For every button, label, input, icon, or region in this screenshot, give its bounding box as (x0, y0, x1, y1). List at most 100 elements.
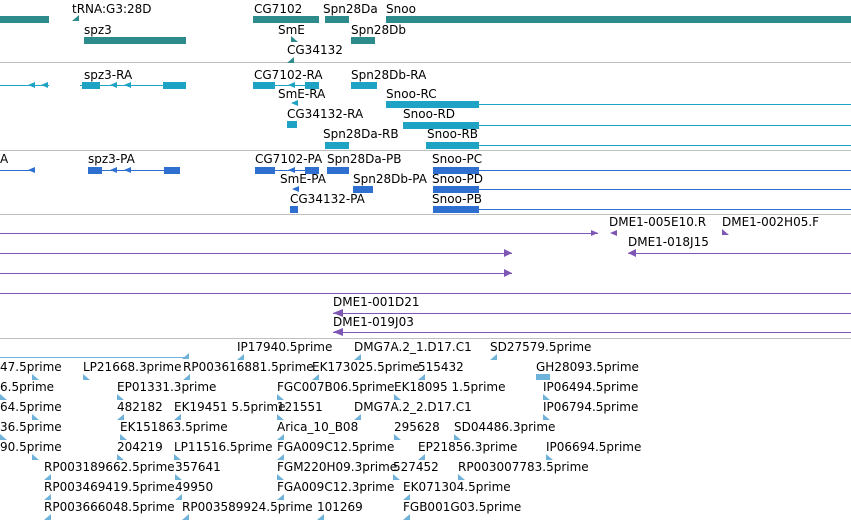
protein-label[interactable]: Spn28Db-PA (353, 172, 427, 186)
gene-feature[interactable] (325, 16, 349, 23)
est-label[interactable]: 204219 (117, 440, 163, 454)
est-label[interactable]: SD04486.3prime (454, 420, 556, 434)
transcript-feature[interactable] (253, 85, 319, 86)
transcript-label[interactable]: Spn28Da-RB (323, 127, 399, 141)
est-label[interactable]: RP003616881.5prime (183, 360, 314, 374)
gene-feature[interactable] (72, 15, 79, 21)
est-feature[interactable] (277, 394, 284, 400)
clone-end[interactable] (610, 230, 617, 236)
gene-feature[interactable] (386, 16, 851, 23)
est-feature[interactable] (277, 494, 284, 500)
est-feature[interactable] (312, 374, 319, 380)
est-label[interactable]: 482182 (117, 400, 163, 414)
est-label[interactable]: 64.5prime (0, 400, 62, 414)
est-label[interactable]: DMG7A.2_1.D17.C1 (354, 340, 472, 354)
gene-label[interactable]: Spn28Db (351, 23, 406, 37)
est-label[interactable]: EK173025.5prime (312, 360, 420, 374)
est-label[interactable]: 295628 (394, 420, 440, 434)
est-label[interactable]: 121551 (277, 400, 323, 414)
est-label[interactable]: SD27579.5prime (490, 340, 592, 354)
est-label[interactable]: 357641 (175, 460, 221, 474)
est-label[interactable]: EK151863.5prime (120, 420, 228, 434)
transcript-exon[interactable] (351, 82, 377, 89)
clone-label[interactable]: DME1-018J15 (628, 235, 709, 249)
transcript-label[interactable]: SmE-RA (278, 87, 326, 101)
est-feature[interactable] (117, 454, 124, 460)
gene-feature[interactable] (351, 37, 375, 44)
gene-feature[interactable] (0, 16, 49, 23)
clone-feature[interactable] (333, 313, 851, 314)
protein-label[interactable]: CG7102-PA (255, 152, 323, 166)
protein-label[interactable]: Snoo-PC (432, 152, 483, 166)
clone-feature[interactable] (0, 273, 512, 274)
est-feature[interactable] (394, 394, 401, 400)
est-label[interactable]: RP003469419.5prime (44, 480, 175, 494)
est-feature[interactable] (418, 454, 425, 460)
est-label[interactable]: EP21856.3prime (418, 440, 518, 454)
est-feature[interactable] (174, 454, 181, 460)
est-label[interactable]: IP06694.5prime (546, 440, 642, 454)
est-feature[interactable] (277, 474, 284, 480)
est-feature[interactable] (546, 454, 553, 460)
est-feature[interactable] (183, 374, 190, 380)
transcript-exon[interactable] (325, 142, 349, 149)
est-label[interactable]: FGC007B06.5prime (277, 380, 395, 394)
est-feature[interactable] (0, 357, 186, 358)
est-feature[interactable] (175, 474, 182, 480)
gene-feature[interactable] (291, 36, 298, 42)
est-label[interactable]: FGA009C12.5prime (277, 440, 395, 454)
est-label[interactable]: IP06494.5prime (543, 380, 639, 394)
protein-exon[interactable] (292, 186, 299, 192)
est-feature[interactable] (354, 354, 361, 360)
clone-label[interactable]: DME1-001D21 (333, 295, 420, 309)
protein-exon[interactable] (353, 186, 373, 193)
est-feature[interactable] (454, 434, 461, 440)
est-label[interactable]: 49950 (175, 480, 214, 494)
transcript-label[interactable]: CG34132-RA (287, 107, 364, 121)
est-feature[interactable] (394, 434, 401, 440)
est-feature[interactable] (403, 494, 410, 500)
gene-label[interactable]: tRNA:G3:28D (72, 2, 152, 16)
est-feature[interactable] (175, 494, 182, 500)
est-feature[interactable] (120, 434, 127, 440)
est-label[interactable]: FGB001G03.5prime (403, 500, 522, 514)
transcript-label[interactable]: Snoo-RC (386, 87, 437, 101)
est-feature[interactable] (317, 514, 324, 520)
est-label[interactable]: 515432 (418, 360, 464, 374)
protein-label[interactable]: Snoo-PD (432, 172, 483, 186)
est-label[interactable]: LP21668.3prime (83, 360, 182, 374)
clone-feature[interactable] (0, 233, 598, 234)
protein-label[interactable]: SmE-PA (280, 172, 326, 186)
protein-exon[interactable] (290, 206, 298, 213)
est-feature[interactable] (0, 434, 7, 440)
est-label[interactable]: RP003007783.5prime (458, 460, 589, 474)
est-label[interactable]: 6.5prime (0, 380, 55, 394)
est-label[interactable]: 101269 (317, 500, 363, 514)
protein-label[interactable]: Snoo-PB (432, 192, 482, 206)
est-feature[interactable] (354, 414, 361, 420)
clone-label[interactable]: DME1-019J03 (333, 315, 414, 329)
transcript-feature[interactable] (403, 125, 851, 126)
gene-label[interactable]: CG34132 (287, 43, 343, 57)
protein-feature[interactable] (0, 170, 34, 171)
transcript-label[interactable]: CG7102-RA (254, 68, 323, 82)
protein-feature[interactable] (88, 170, 180, 171)
est-label[interactable]: IP17940.5prime (237, 340, 333, 354)
est-feature[interactable] (0, 394, 7, 400)
est-label[interactable]: FGA009C12.3prime (277, 480, 395, 494)
est-label[interactable]: EK19451 5.5prime (174, 400, 286, 414)
est-feature[interactable] (32, 374, 39, 380)
gene-label[interactable]: SmE (278, 23, 305, 37)
clone-feature[interactable] (0, 293, 851, 294)
est-feature[interactable] (393, 474, 400, 480)
est-feature[interactable] (44, 474, 51, 480)
est-label[interactable]: LP11516.5prime (174, 440, 273, 454)
est-label[interactable]: Arica_10_B08 (277, 420, 359, 434)
est-feature[interactable] (490, 354, 497, 360)
est-label[interactable]: RP003666048.5prime (44, 500, 175, 514)
est-feature[interactable] (536, 374, 550, 380)
est-feature[interactable] (117, 414, 124, 420)
gene-label[interactable]: Spn28Da (323, 2, 378, 16)
est-label[interactable]: EK18095 1.5prime (394, 380, 506, 394)
transcript-label[interactable]: spz3-RA (84, 68, 133, 82)
